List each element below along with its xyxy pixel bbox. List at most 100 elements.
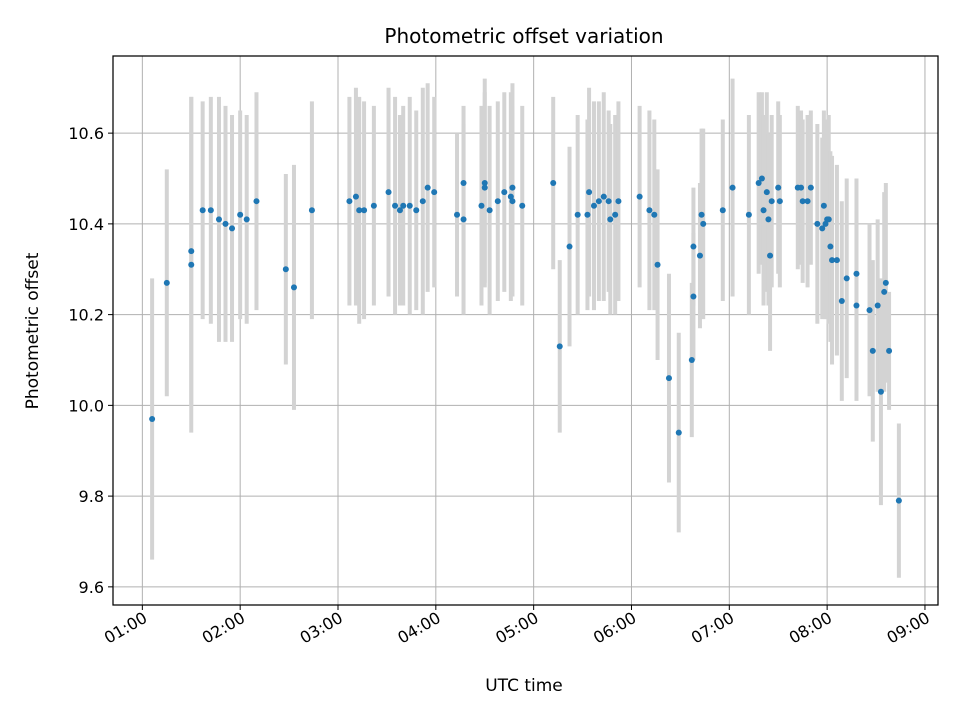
data-point	[654, 261, 661, 268]
x-tick-label: 03:00	[297, 608, 346, 648]
data-point	[237, 211, 244, 218]
data-point	[825, 216, 832, 223]
data-point	[822, 220, 829, 227]
data-point	[392, 202, 399, 209]
x-tick-label: 06:00	[590, 608, 639, 648]
data-point	[207, 207, 214, 214]
data-point	[352, 193, 359, 200]
data-point	[519, 202, 526, 209]
data-point	[574, 211, 581, 218]
data-point	[419, 198, 426, 205]
data-point	[895, 497, 902, 504]
data-point	[460, 216, 467, 223]
data-point	[199, 207, 206, 214]
data-point	[431, 189, 438, 196]
data-point	[768, 198, 775, 205]
data-point	[874, 302, 881, 309]
data-point	[290, 284, 297, 291]
data-point	[361, 207, 368, 214]
x-axis-label: UTC time	[485, 676, 563, 696]
data-point	[869, 347, 876, 354]
data-point	[833, 257, 840, 264]
data-point	[881, 288, 888, 295]
grid-lines	[113, 56, 938, 605]
data-point	[758, 175, 765, 182]
data-point	[400, 202, 407, 209]
data-point	[600, 193, 607, 200]
x-tick-label: 08:00	[786, 608, 835, 648]
data-point	[584, 211, 591, 218]
data-point	[413, 207, 420, 214]
data-point	[688, 356, 695, 363]
data-point	[460, 180, 467, 187]
data-point	[675, 429, 682, 436]
data-point	[346, 198, 353, 205]
x-tick-label: 01:00	[101, 608, 150, 648]
data-point	[820, 202, 827, 209]
data-point	[798, 184, 805, 191]
data-point	[481, 184, 488, 191]
data-point	[282, 266, 289, 273]
data-point	[814, 220, 821, 227]
data-point	[690, 293, 697, 300]
data-point	[590, 202, 597, 209]
x-tick-label: 07:00	[688, 608, 737, 648]
y-tick-label: 9.6	[79, 578, 104, 597]
x-axis-ticks: 01:00 02:00 03:00 04:00 05:00 06:00 07:00 08:00…	[101, 605, 933, 648]
y-tick-label: 10.4	[68, 215, 104, 234]
data-point	[763, 189, 770, 196]
chart-title: Photometric offset variation	[384, 24, 663, 48]
data-point	[745, 211, 752, 218]
data-point	[509, 198, 516, 205]
data-points	[149, 175, 902, 504]
data-point	[696, 252, 703, 259]
data-point	[853, 270, 860, 277]
data-point	[843, 275, 850, 282]
data-point	[776, 198, 783, 205]
data-point	[253, 198, 260, 205]
data-point	[755, 180, 762, 187]
data-point	[424, 184, 431, 191]
x-tick-label: 05:00	[492, 608, 541, 648]
data-point	[651, 211, 658, 218]
data-point	[494, 198, 501, 205]
data-point	[775, 184, 782, 191]
data-point	[886, 347, 893, 354]
data-point	[827, 243, 834, 250]
data-point	[163, 279, 170, 286]
data-point	[188, 261, 195, 268]
data-point	[454, 211, 461, 218]
data-point	[370, 202, 377, 209]
data-point	[385, 189, 392, 196]
data-point	[729, 184, 736, 191]
data-point	[501, 189, 508, 196]
x-tick-label: 04:00	[394, 608, 443, 648]
data-point	[799, 198, 806, 205]
data-point	[188, 248, 195, 255]
data-point	[767, 252, 774, 259]
data-point	[765, 216, 772, 223]
y-tick-label: 10.2	[68, 306, 104, 325]
x-tick-label: 02:00	[199, 608, 248, 648]
data-point	[222, 220, 229, 227]
data-point	[807, 184, 814, 191]
data-point	[665, 375, 672, 382]
error-bars	[150, 78, 901, 578]
y-tick-label: 10.0	[68, 396, 104, 415]
data-point	[308, 207, 315, 214]
data-point	[550, 180, 557, 187]
data-point	[882, 279, 889, 286]
y-axis-ticks: 9.6 9.8 10.0 10.2 10.4 10.6	[68, 124, 113, 597]
y-axis-label: Photometric offset	[23, 252, 43, 409]
data-point	[478, 202, 485, 209]
data-point	[605, 198, 612, 205]
x-tick-label: 09:00	[884, 608, 933, 648]
data-point	[566, 243, 573, 250]
data-point	[556, 343, 563, 350]
y-tick-label: 9.8	[79, 487, 104, 506]
data-point	[760, 207, 767, 214]
data-point	[615, 198, 622, 205]
data-point	[866, 307, 873, 314]
data-point	[229, 225, 236, 232]
